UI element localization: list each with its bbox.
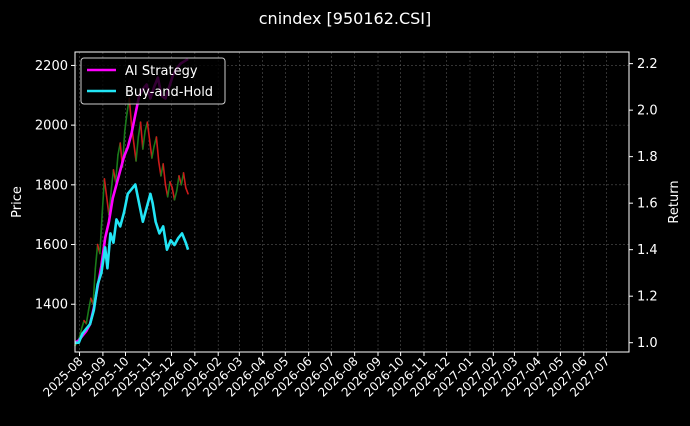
legend-box	[80, 57, 226, 105]
price-segment	[139, 121, 144, 150]
right-tick-label: 1.0	[637, 336, 658, 351]
price-segment	[142, 130, 146, 150]
x-axis-ticks: 2025-082025-092025-102025-112025-122026-…	[40, 352, 613, 400]
price-segment	[169, 181, 174, 189]
price-segment	[173, 190, 178, 201]
price-segment	[148, 139, 153, 159]
price-segment	[157, 160, 162, 177]
left-tick-label: 1400	[35, 298, 68, 313]
left-axis-ticks: 1400 1600 1800 2000 2200	[35, 59, 75, 313]
price-segment	[87, 297, 92, 312]
right-axis-ticks: 1.0 1.2 1.4 1.6 1.8 2.0 2.2	[629, 57, 658, 351]
price-segment	[162, 163, 167, 186]
legend: AI Strategy Buy-and-Hold	[80, 57, 226, 105]
price-segment	[146, 121, 151, 141]
right-tick-label: 2.0	[637, 104, 658, 119]
left-tick-label: 2200	[35, 59, 68, 74]
price-segment	[114, 154, 119, 183]
price-segment	[101, 178, 106, 216]
price-segment	[92, 267, 97, 306]
price-segment	[185, 187, 189, 195]
price-segment	[85, 309, 90, 325]
legend-label-ai-strategy: AI Strategy	[125, 64, 198, 79]
price-segment	[151, 145, 155, 159]
price-segment	[182, 172, 187, 189]
right-axis-label: Return	[667, 180, 682, 223]
right-tick-label: 2.2	[637, 57, 658, 72]
price-segment	[166, 181, 171, 198]
price-segment	[123, 112, 128, 132]
price-segment	[78, 327, 83, 338]
right-tick-label: 1.8	[637, 150, 658, 165]
price-segment	[171, 187, 176, 201]
left-tick-label: 1600	[35, 238, 68, 253]
chart-title: cnindex [950162.CSI]	[259, 9, 432, 28]
price-segment	[175, 175, 180, 192]
price-segment	[108, 190, 112, 216]
left-axis-label: Price	[10, 186, 25, 218]
left-tick-label: 1800	[35, 178, 68, 193]
price-segment	[94, 243, 99, 270]
price-marks	[74, 97, 189, 347]
price-segment	[110, 169, 115, 192]
left-tick-label: 2000	[35, 119, 68, 134]
price-segment	[135, 136, 140, 162]
plot-frame	[74, 51, 630, 353]
right-tick-label: 1.6	[637, 197, 658, 212]
right-tick-label: 1.2	[637, 290, 658, 305]
price-segment	[80, 319, 85, 329]
series-line-buy-and-hold	[75, 183, 190, 344]
price-segment	[103, 178, 108, 198]
right-tick-label: 1.4	[637, 243, 658, 258]
price-segment	[99, 213, 103, 255]
price-segment	[155, 136, 160, 162]
legend-label-buy-and-hold: Buy-and-Hold	[125, 85, 213, 100]
